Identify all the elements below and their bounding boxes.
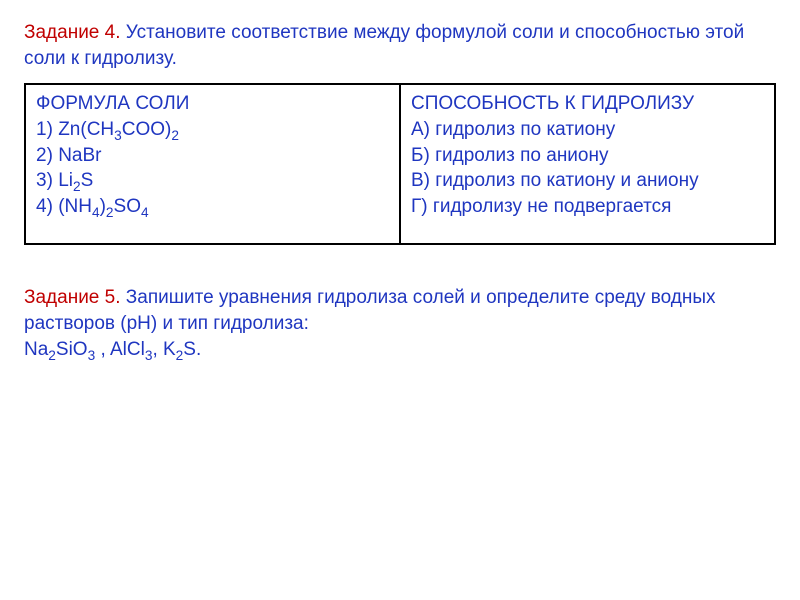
ability-item-b: Б) гидролиз по аниону (411, 143, 764, 169)
ability-text: гидролиз по катиону (435, 119, 615, 140)
ability-letter: Б) (411, 145, 430, 166)
task5-prompt: Запишите уравнения гидролиза солей и опр… (24, 287, 716, 334)
formula-num: 3) (36, 170, 53, 191)
formula-item-3: 3) Li2S (36, 168, 389, 194)
formula-num: 2) (36, 145, 53, 166)
page: Задание 4. Установите соответствие между… (0, 0, 800, 382)
formula-text: Li2S (58, 170, 93, 191)
ability-text: гидролиз по аниону (435, 145, 608, 166)
formula-text: NaBr (58, 145, 101, 166)
task4-prompt: Установите соответствие между формулой с… (24, 22, 744, 69)
task5-heading: Задание 5. Запишите уравнения гидролиза … (24, 285, 776, 336)
ability-text: гидролиз по катиону и аниону (435, 170, 698, 191)
formula-text: Zn(CH3COO)2 (58, 119, 179, 140)
ability-item-a: А) гидролиз по катиону (411, 117, 764, 143)
task5-formulas: Na2SiO3 , AlCl3, K2S. (24, 337, 776, 363)
formula-num: 4) (36, 196, 53, 217)
ability-letter: А) (411, 119, 430, 140)
task4-left-cell: ФОРМУЛА СОЛИ 1) Zn(CH3COO)2 2) NaBr 3) L… (25, 84, 400, 244)
task4-table: ФОРМУЛА СОЛИ 1) Zn(CH3COO)2 2) NaBr 3) L… (24, 83, 776, 245)
task4-right-cell: СПОСОБНОСТЬ К ГИДРОЛИЗУ А) гидролиз по к… (400, 84, 775, 244)
formula-item-4: 4) (NH4)2SO4 (36, 194, 389, 220)
formula-num: 1) (36, 119, 53, 140)
task4-right-title: СПОСОБНОСТЬ К ГИДРОЛИЗУ (411, 91, 764, 117)
task4-label: Задание 4. (24, 22, 121, 43)
ability-item-d: Г) гидролизу не подвергается (411, 194, 764, 220)
formula-item-2: 2) NaBr (36, 143, 389, 169)
task4-left-title: ФОРМУЛА СОЛИ (36, 91, 389, 117)
task5-block: Задание 5. Запишите уравнения гидролиза … (24, 285, 776, 362)
ability-letter: Г) (411, 196, 428, 217)
ability-text: гидролизу не подвергается (433, 196, 672, 217)
ability-letter: В) (411, 170, 430, 191)
formula-item-1: 1) Zn(CH3COO)2 (36, 117, 389, 143)
task5-label: Задание 5. (24, 287, 121, 308)
formula-text: (NH4)2SO4 (58, 196, 148, 217)
ability-item-c: В) гидролиз по катиону и аниону (411, 168, 764, 194)
task4-heading: Задание 4. Установите соответствие между… (24, 20, 776, 71)
